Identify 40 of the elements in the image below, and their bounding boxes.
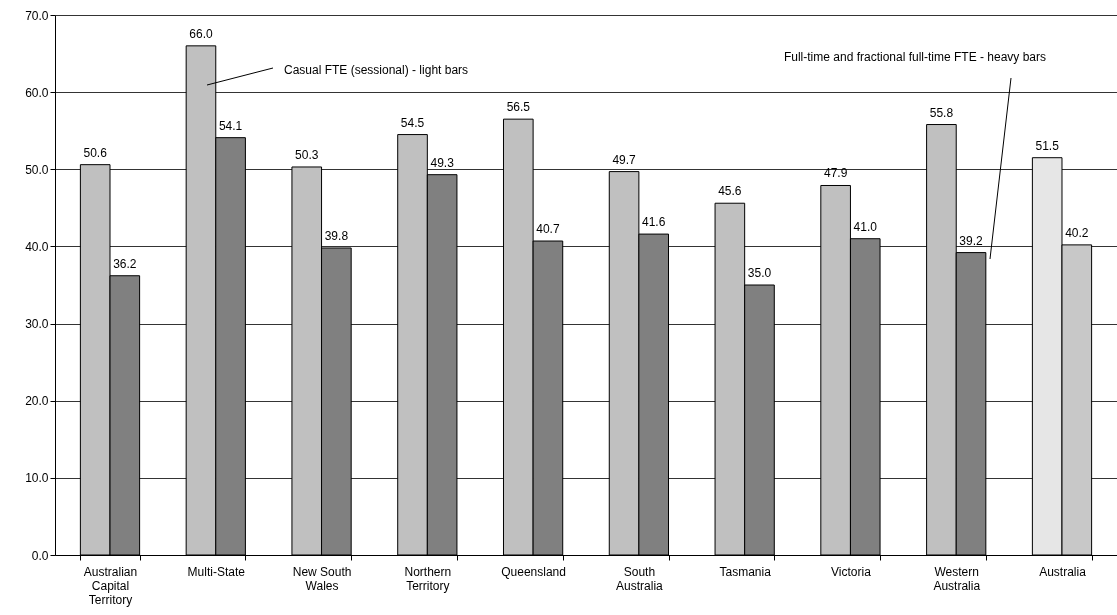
y-tick-label: 0.0 (31, 548, 49, 563)
x-tick-label: Northern Territory (404, 564, 452, 593)
x-tick-label: Australian Capital Territory (83, 564, 138, 607)
data-label: 54.1 (218, 118, 243, 133)
x-tick-label: Multi-State (187, 564, 246, 579)
data-label: 45.6 (718, 184, 742, 199)
data-label: 55.8 (929, 105, 954, 120)
x-tick-label: Tasmania (719, 564, 772, 579)
x-tick-label: Victoria (831, 564, 872, 579)
x-tick-label: Western Australia (933, 564, 981, 593)
y-tick-label: 70.0 (25, 8, 49, 23)
data-label: 39.8 (324, 228, 349, 243)
y-tick-label: 20.0 (25, 394, 49, 409)
x-tick-label: Australia (1039, 564, 1087, 579)
data-label: 40.7 (536, 222, 560, 237)
x-tick-label: South Australia (616, 564, 664, 593)
y-tick-label: 50.0 (25, 162, 49, 177)
y-tick-label: 40.0 (25, 239, 49, 254)
y-tick-label: 10.0 (25, 471, 49, 486)
data-label: 56.5 (506, 100, 531, 115)
data-label: 39.2 (959, 233, 984, 248)
y-tick-label: 30.0 (25, 317, 49, 332)
x-tick-label: Queensland (501, 564, 566, 579)
data-label: 47.9 (823, 166, 848, 181)
x-tick-label: New South Wales (292, 564, 352, 593)
data-label: 40.2 (1065, 225, 1089, 240)
data-label: 54.5 (400, 115, 425, 130)
annotation: Casual FTE (sessional) - light bars (284, 63, 469, 77)
data-label: 36.2 (113, 256, 137, 271)
data-label: 50.3 (295, 147, 319, 162)
data-label: 35.0 (747, 266, 772, 280)
data-label: 51.5 (1035, 138, 1060, 153)
data-label: 50.6 (83, 145, 108, 160)
annotation: Full-time and fractional full-time FTE - heavy bars (783, 50, 1047, 64)
data-label: 41.0 (853, 219, 878, 234)
data-label: 41.6 (642, 215, 666, 230)
data-label: 49.7 (612, 152, 637, 167)
y-tick-label: 60.0 (25, 85, 49, 100)
data-label: 66.0 (189, 26, 213, 41)
data-label: 49.3 (430, 155, 455, 170)
